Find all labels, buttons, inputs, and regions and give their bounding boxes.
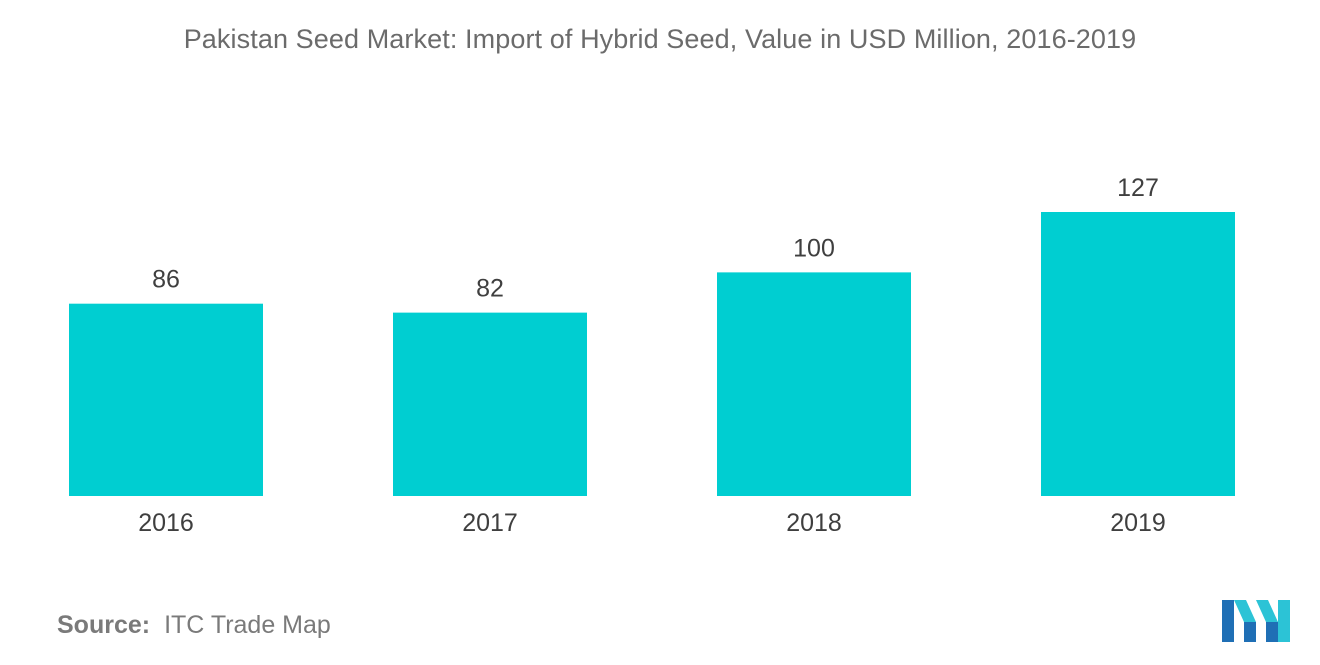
chart-title: Pakistan Seed Market: Import of Hybrid S… (183, 24, 1137, 54)
x-tick-label-2016: 2016 (138, 509, 194, 537)
bar-2017 (393, 312, 587, 496)
mordor-intelligence-logo-icon (1222, 600, 1290, 642)
x-tick-label-2017: 2017 (462, 509, 518, 537)
data-label-2018: 100 (793, 234, 835, 262)
source-value: ITC Trade Map (164, 611, 331, 639)
data-label-2016: 86 (152, 266, 180, 294)
data-label-2019: 127 (1117, 174, 1159, 202)
data-label-2017: 82 (476, 275, 504, 303)
source-label: Source: (57, 611, 151, 639)
bar-2019 (1041, 212, 1235, 496)
bar-2016 (69, 303, 263, 496)
x-tick-label-2019: 2019 (1110, 509, 1166, 537)
source-note: Source: ITC Trade Map (57, 611, 331, 640)
bar-2018 (717, 272, 911, 496)
x-tick-label-2018: 2018 (786, 509, 842, 537)
